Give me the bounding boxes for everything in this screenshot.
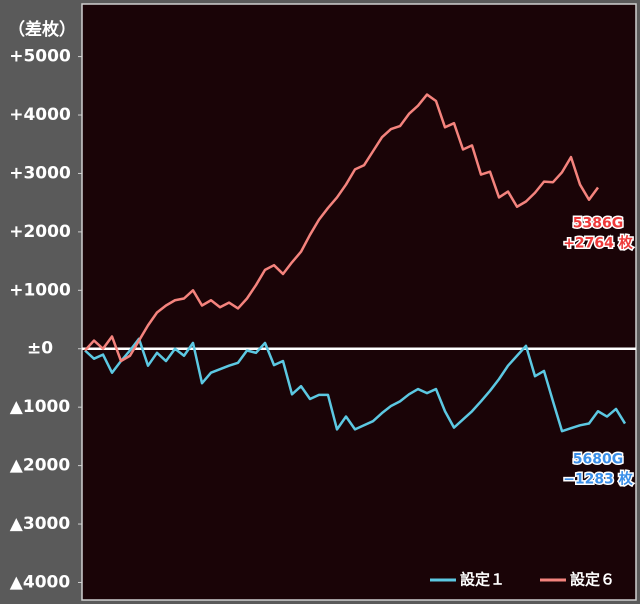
annotation: 5386G: [573, 215, 623, 231]
y-tick-label: ▲1000: [10, 397, 71, 417]
y-tick-label: +3000: [9, 163, 71, 183]
y-tick-label: ▲3000: [10, 514, 71, 534]
y-tick-label: +2000: [9, 222, 71, 242]
legend-label: 設定６: [570, 571, 615, 589]
y-tick-label: +4000: [9, 105, 71, 125]
legend-label: 設定１: [460, 571, 505, 589]
y-tick-label: +1000: [9, 280, 71, 300]
annotation: +2764 枚: [563, 234, 634, 251]
y-tick-label: ±0: [27, 339, 53, 359]
series-line: [84, 337, 627, 433]
y-tick-label: +5000: [9, 47, 71, 67]
y-tick-label: ▲2000: [10, 456, 71, 476]
annotation: 5680G: [573, 452, 623, 468]
series-line: [84, 93, 600, 363]
annotation: −1283 枚: [563, 471, 634, 488]
y-axis-label: （差枚）: [8, 19, 76, 40]
y-tick-label: ▲4000: [10, 572, 71, 592]
plot-area: [81, 3, 637, 601]
